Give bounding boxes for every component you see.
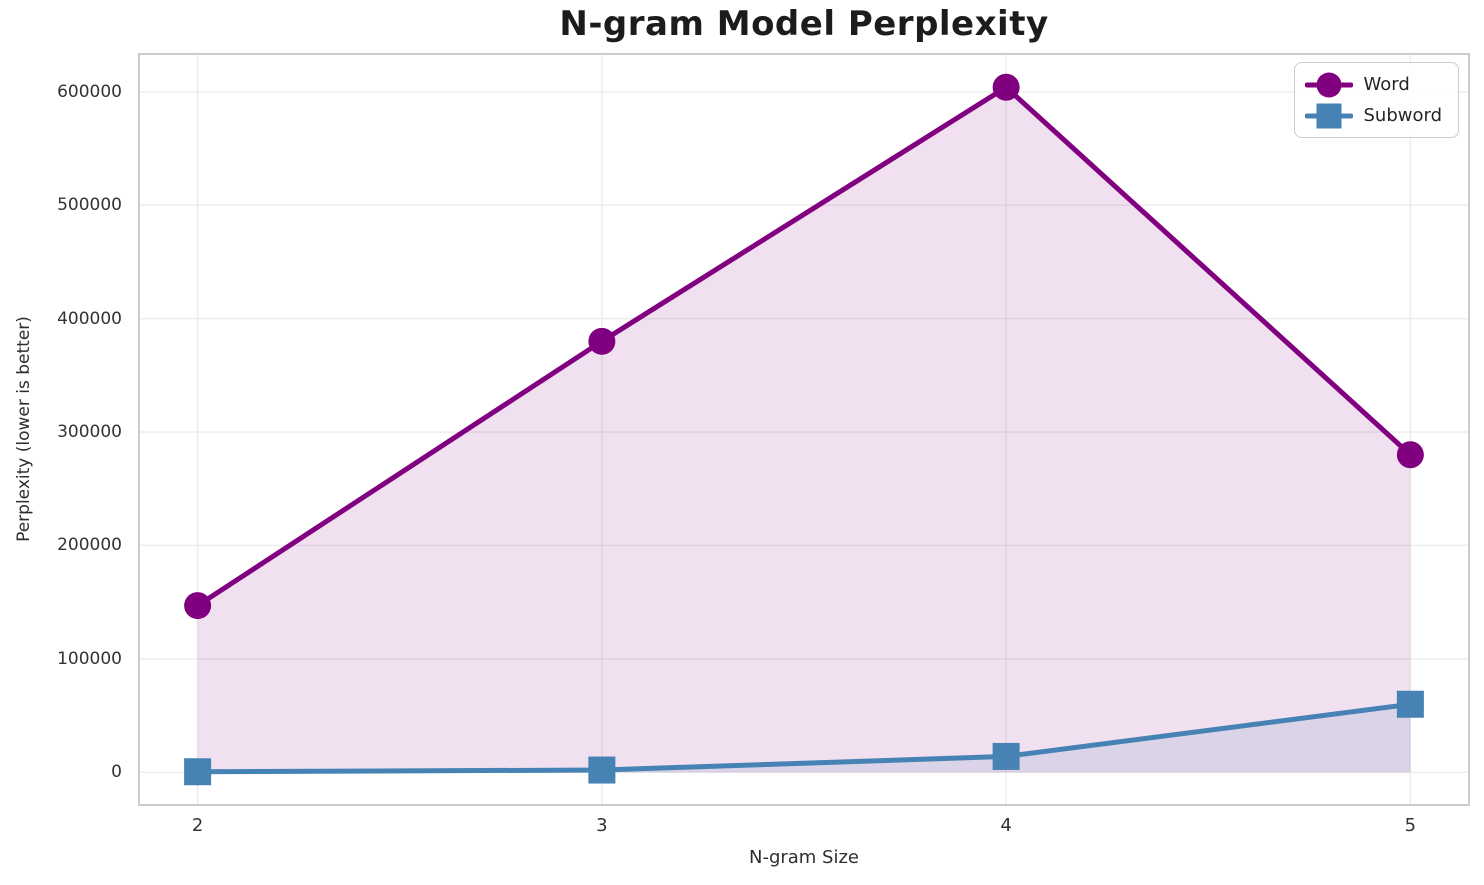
legend-item-subword[interactable]: Subword — [1305, 101, 1442, 130]
x-tick-label: 4 — [1000, 815, 1012, 836]
data-point-subword[interactable] — [1396, 690, 1424, 718]
legend-marker-square-icon — [1305, 103, 1354, 128]
y-tick-label: 500000 — [57, 195, 122, 216]
legend: Word Subword — [1294, 62, 1459, 138]
data-point-subword[interactable] — [588, 756, 616, 784]
area-fill-word — [197, 87, 1411, 773]
chart-title: N-gram Model Perplexity — [559, 4, 1049, 44]
data-point-subword[interactable] — [992, 742, 1020, 770]
x-axis-label: N-gram Size — [748, 847, 860, 868]
legend-label: Word — [1363, 74, 1410, 95]
data-point-word[interactable] — [1396, 441, 1424, 469]
data-point-word[interactable] — [992, 73, 1020, 101]
data-point-subword[interactable] — [184, 758, 212, 786]
legend-label: Subword — [1363, 105, 1442, 126]
x-tick-label: 2 — [191, 815, 204, 836]
legend-marker-circle-icon — [1305, 72, 1354, 97]
y-tick-label: 600000 — [57, 81, 122, 102]
y-tick-label: 200000 — [57, 535, 122, 556]
y-tick-label: 0 — [111, 762, 122, 783]
series-line-word — [195, 84, 1413, 609]
plot-area — [138, 53, 1470, 806]
plot-border — [138, 53, 1470, 806]
y-tick-label: 400000 — [57, 308, 122, 329]
y-tick-label: 300000 — [57, 422, 122, 443]
data-point-word[interactable] — [588, 327, 616, 355]
data-point-word[interactable] — [184, 592, 212, 620]
series-line-subword — [195, 701, 1413, 775]
x-tick-label: 5 — [1404, 815, 1417, 836]
x-tick-label: 3 — [596, 815, 608, 836]
area-fill-subword — [197, 704, 1411, 773]
y-tick-label: 100000 — [57, 648, 122, 669]
legend-item-word[interactable]: Word — [1305, 70, 1442, 99]
